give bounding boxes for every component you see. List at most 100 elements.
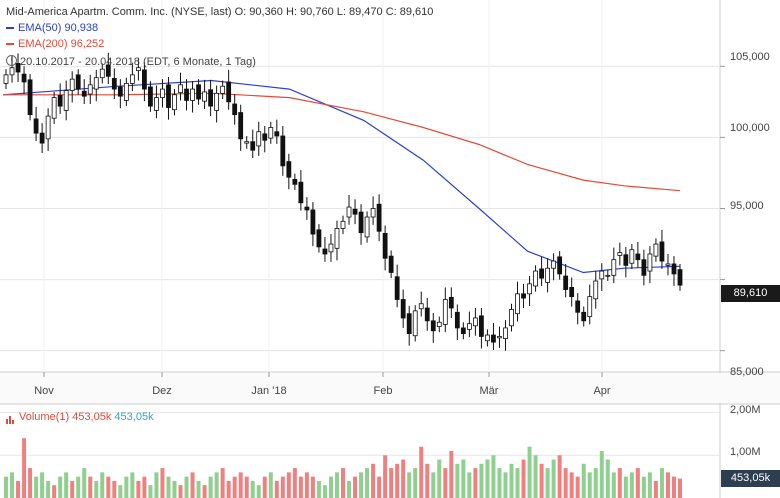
volume-bar [449, 451, 454, 498]
ema50-line [2, 79, 681, 274]
candle-body [629, 249, 635, 264]
candle-body [647, 253, 653, 272]
candle-body [557, 256, 563, 275]
candle-body [190, 88, 195, 101]
candle-body [232, 103, 238, 116]
volume-bar [443, 468, 448, 498]
volume-bar [298, 476, 303, 498]
volume-bar [575, 476, 580, 498]
volume-bar [112, 480, 117, 498]
candle-body [430, 320, 436, 332]
candle-body [184, 88, 189, 101]
candle-body [214, 92, 220, 111]
volume-bar [401, 459, 406, 498]
volume-legend[interactable]: Volume(1) 453,05k 453,05k [6, 411, 154, 424]
volume-bar [377, 476, 382, 498]
price-tick-label: 95,000 [730, 200, 764, 212]
candle-body [497, 336, 502, 339]
volume-bar [316, 480, 321, 498]
candle-body [316, 229, 322, 248]
volume-bar [124, 476, 129, 498]
volume-bar [328, 476, 333, 498]
candle-body [21, 73, 27, 83]
volume-bar [527, 446, 532, 498]
ema50-legend[interactable]: EMA(50) 90,938 [6, 22, 98, 35]
volume-bar [515, 468, 520, 498]
volume-bar [479, 463, 484, 498]
candle-body [352, 208, 358, 215]
candle-body [460, 327, 466, 335]
volume-bar [413, 468, 418, 498]
candle-body [454, 311, 460, 329]
volume-bar [623, 476, 628, 498]
candle-body [81, 90, 87, 97]
volume-bar [190, 472, 195, 498]
price-tick-label: 85,000 [730, 366, 764, 378]
candle-body [376, 203, 382, 232]
candle-body [57, 95, 63, 107]
volume-bar [533, 455, 538, 498]
price-tick-label: 105,000 [730, 51, 770, 63]
volume-bar [178, 485, 183, 498]
volume-bar [473, 468, 478, 498]
candle-body [665, 263, 671, 266]
volume-bar [220, 468, 225, 498]
volume-tick-label: 1,00M [730, 446, 761, 458]
ema200-line [3, 92, 681, 192]
volume-bar [208, 476, 213, 498]
candle-body [677, 269, 683, 286]
volume-bar [455, 463, 460, 498]
ema50-swatch [6, 27, 14, 30]
candle-body [208, 89, 214, 107]
volume-bar [166, 476, 171, 498]
candle-body [394, 276, 400, 300]
volume-bar [58, 476, 63, 498]
current-price-marker: 89,610 [721, 285, 780, 302]
candle-body [39, 132, 45, 144]
ema200-legend[interactable]: EMA(200) 96,252 [6, 38, 104, 51]
volume-bar [262, 476, 267, 498]
volume-bar [292, 468, 297, 498]
candle-body [575, 300, 581, 313]
candle-body [15, 63, 21, 73]
candle-body [33, 118, 39, 134]
candle-body [328, 243, 334, 253]
candle-body [472, 317, 478, 327]
volume-bar [365, 468, 370, 498]
ema200-swatch [6, 43, 14, 46]
candle-body [166, 84, 171, 108]
volume-bar [485, 459, 490, 498]
volume-bar [106, 476, 111, 498]
volume-bar [461, 459, 466, 498]
volume-bar [226, 480, 231, 498]
volume-bar [160, 468, 165, 498]
candle-body [160, 88, 165, 99]
candle-body [286, 161, 292, 178]
volume-bar [653, 480, 658, 498]
candle-body [611, 259, 617, 276]
candle-body [418, 303, 424, 310]
candle-body [148, 86, 153, 107]
volume-bar [148, 485, 153, 498]
volume-bar [10, 472, 15, 498]
volume-bar [310, 476, 315, 498]
volume-bar [407, 472, 412, 498]
candle-body [256, 131, 262, 147]
high-value: H: 90,760 [286, 6, 334, 18]
candle-body [563, 275, 569, 290]
volume-bar [142, 476, 147, 498]
volume-bar [491, 455, 496, 498]
volume-bar [605, 459, 610, 498]
volume-bar [389, 468, 394, 498]
candle-body [412, 310, 418, 337]
volume-bar [509, 463, 514, 498]
volume-bar [76, 476, 81, 498]
volume-label: Volume(1) [19, 411, 70, 423]
candle-body [346, 206, 352, 218]
candle-body [250, 141, 256, 151]
volume-bar [88, 476, 93, 498]
current-volume-marker: 453,05k [721, 470, 780, 487]
candle-body [491, 334, 496, 343]
volume-bar [521, 459, 526, 498]
